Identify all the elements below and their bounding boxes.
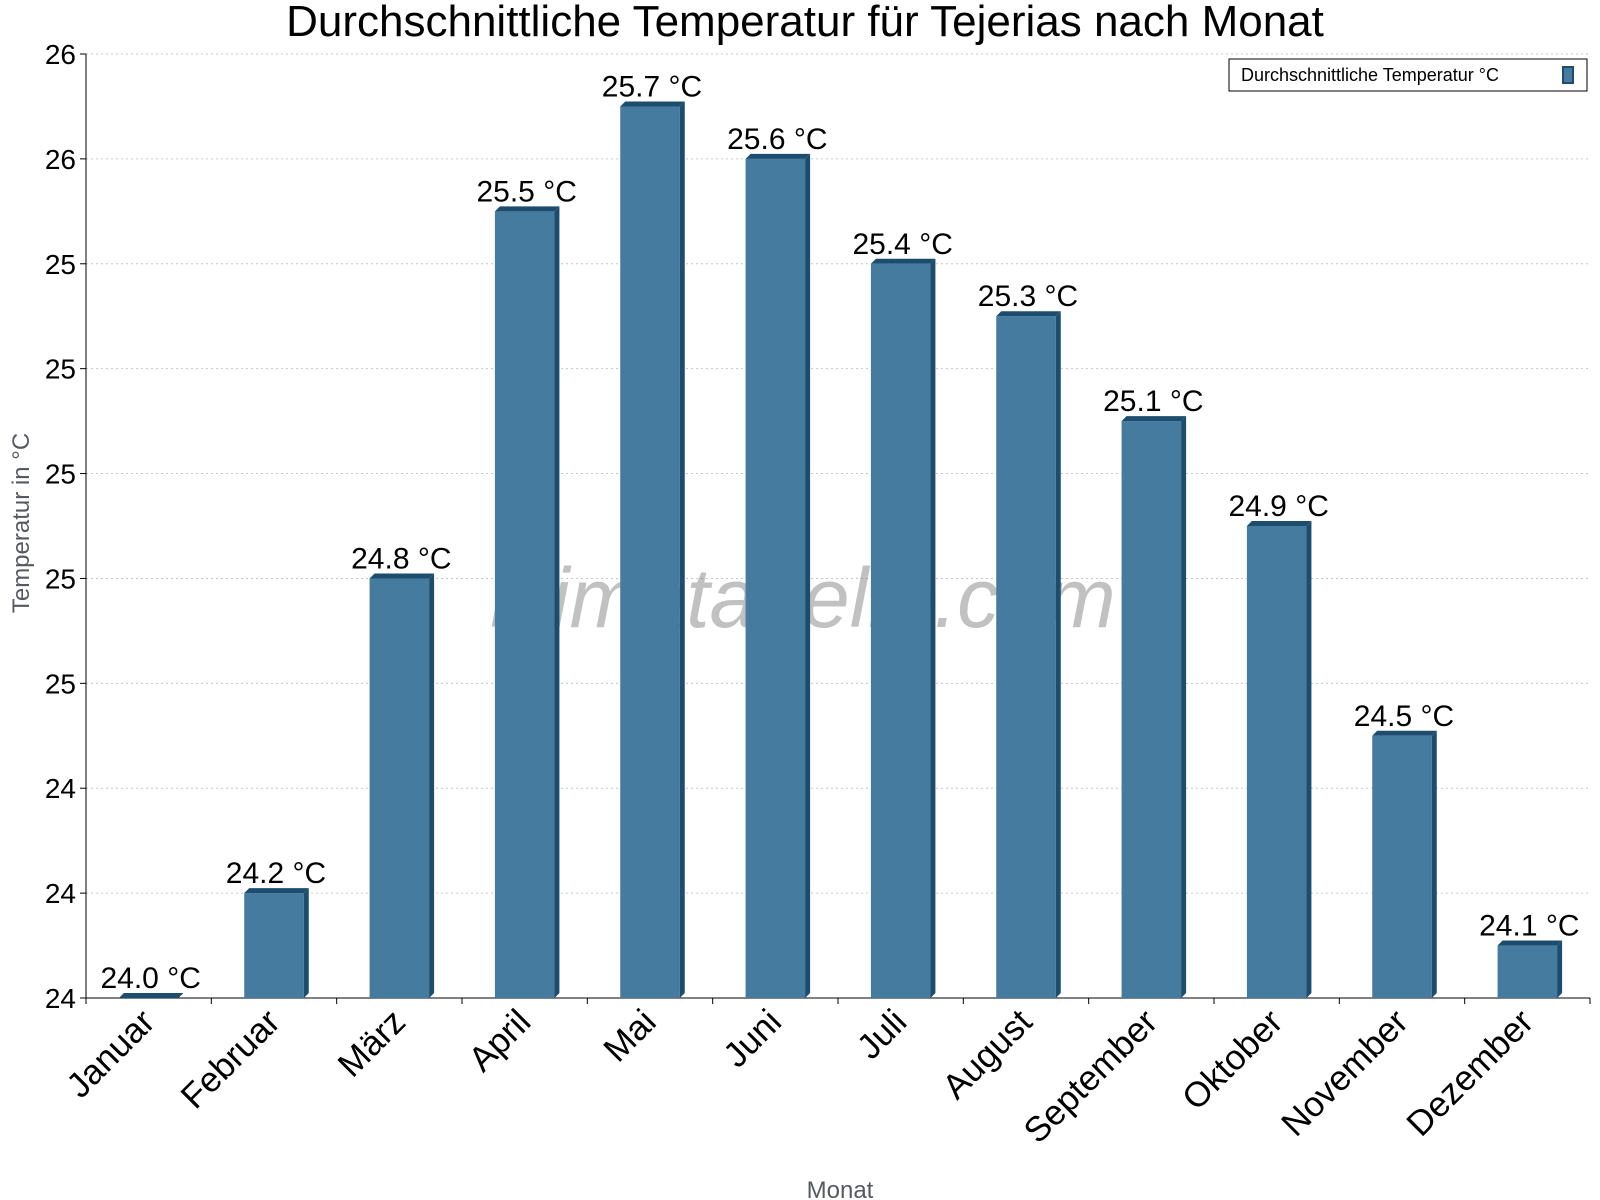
- y-tick-label: 25: [45, 249, 76, 280]
- bar-side: [1181, 416, 1187, 999]
- bar-side: [930, 258, 936, 998]
- bar-top: [1372, 730, 1437, 736]
- legend-label: Durchschnittliche Temperatur °C: [1241, 65, 1499, 85]
- data-label: 25.4 °C: [852, 228, 952, 261]
- bar-side: [1055, 311, 1061, 998]
- legend: Durchschnittliche Temperatur °C: [1228, 58, 1588, 92]
- bar-face: [996, 316, 1056, 998]
- bar: [494, 206, 560, 999]
- x-axis-title: Monat: [807, 1177, 874, 1200]
- bar-side: [1557, 940, 1563, 998]
- bar-face: [369, 578, 430, 998]
- y-axis: 24 24 24 25 25 25 25 25 26 26: [45, 39, 87, 1014]
- bar-face: [1372, 735, 1432, 998]
- bar: [1372, 730, 1437, 998]
- bar-top: [1246, 521, 1312, 526]
- data-label: 25.1 °C: [1103, 385, 1203, 418]
- bar-face: [494, 211, 555, 999]
- data-label: 25.7 °C: [602, 70, 702, 103]
- y-tick-label: 24: [45, 773, 76, 804]
- bars: [118, 101, 1563, 999]
- data-labels: 24.0 °C 24.2 °C 24.8 °C 25.5 °C 25.7 °C 25.6 …: [100, 70, 1579, 995]
- bar-top: [494, 206, 560, 212]
- bar-top: [369, 573, 435, 579]
- bar-side: [805, 153, 811, 998]
- data-label: 24.2 °C: [226, 857, 326, 890]
- y-tick-label: 26: [45, 39, 76, 70]
- bar-face: [745, 158, 806, 998]
- bar: [745, 153, 811, 998]
- bar-face: [1246, 526, 1307, 998]
- bar: [1497, 940, 1563, 998]
- y-tick-label: 24: [45, 878, 76, 909]
- y-tick-label: 24: [45, 983, 76, 1014]
- bar-top: [745, 153, 811, 159]
- bar-face: [1121, 421, 1182, 999]
- bar: [996, 311, 1061, 998]
- bar-top: [996, 311, 1061, 317]
- bar-top: [244, 888, 309, 894]
- legend-box: [1228, 58, 1588, 92]
- data-label: 24.9 °C: [1228, 490, 1328, 523]
- bar-face: [244, 893, 304, 998]
- y-tick-label: 25: [45, 668, 76, 699]
- bar-side: [554, 206, 560, 999]
- data-label: 25.5 °C: [476, 175, 576, 208]
- bar-side: [1306, 521, 1312, 998]
- grid-lines: [86, 53, 1590, 894]
- y-tick-label: 25: [45, 563, 76, 594]
- bar-side: [1431, 730, 1437, 998]
- data-label: 25.3 °C: [978, 280, 1078, 313]
- y-tick-label: 25: [45, 354, 76, 385]
- y-tick-label: 25: [45, 459, 76, 490]
- data-label: 24.5 °C: [1354, 700, 1454, 733]
- y-tick-label: 26: [45, 144, 76, 175]
- legend-swatch: [1562, 66, 1574, 84]
- bar-top: [118, 993, 184, 998]
- bar: [1121, 416, 1187, 999]
- data-label: 25.6 °C: [727, 123, 827, 156]
- bar-top: [1497, 940, 1563, 946]
- data-label: 24.0 °C: [100, 962, 200, 995]
- bar-face: [1497, 945, 1558, 998]
- bar-top: [1121, 416, 1187, 422]
- chart-title: Durchschnittliche Temperatur für Tejeria…: [286, 0, 1324, 46]
- bar-side: [429, 573, 435, 998]
- bar-top: [620, 101, 685, 107]
- bar-face: [870, 263, 931, 998]
- bar-top: [870, 258, 936, 264]
- bar: [870, 258, 936, 998]
- bar: [1246, 521, 1312, 998]
- bar-side: [679, 101, 685, 998]
- bar-side: [303, 888, 309, 998]
- bar: [118, 993, 184, 998]
- bar-face: [620, 106, 680, 998]
- data-label: 24.1 °C: [1479, 910, 1579, 943]
- data-label: 24.8 °C: [351, 542, 451, 575]
- y-axis-title: Temperatur in °C: [8, 433, 35, 613]
- bar: [244, 888, 309, 998]
- bar: [369, 573, 435, 998]
- bar: [620, 101, 685, 998]
